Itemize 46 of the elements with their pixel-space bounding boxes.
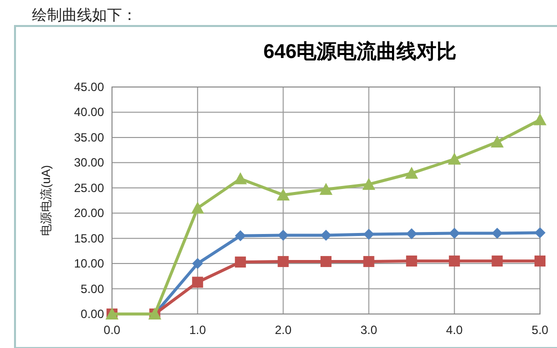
point: [191, 202, 204, 214]
point: [192, 276, 204, 288]
point: [406, 256, 418, 267]
point: [363, 228, 374, 240]
x-tick-label: 5.0: [532, 323, 549, 337]
point: [278, 230, 289, 241]
point: [492, 256, 503, 267]
y-tick-label: 30.00: [74, 156, 104, 170]
point: [492, 228, 503, 239]
point: [363, 256, 374, 268]
point: [448, 256, 460, 267]
point: [234, 230, 246, 242]
x-tick-label: 1.0: [189, 323, 206, 337]
point: [192, 258, 204, 270]
point: [320, 256, 332, 268]
point: [234, 256, 246, 268]
x-tick-label: 4.0: [446, 323, 464, 337]
y-tick-label: 35.00: [74, 130, 104, 144]
y-tick-label: 0.00: [80, 307, 104, 321]
point: [320, 230, 332, 241]
point: [534, 113, 546, 126]
y-tick-label: 5.00: [80, 282, 104, 296]
point: [278, 256, 289, 268]
chart-title: 646电源电流曲线对比: [263, 40, 457, 63]
x-tick-label: 0.0: [104, 323, 121, 337]
y-tick-label: 15.00: [74, 231, 104, 246]
point: [406, 228, 418, 240]
point: [320, 182, 332, 195]
x-tick-label: 3.0: [360, 323, 378, 337]
point: [362, 178, 376, 190]
point: [534, 227, 546, 238]
y-tick-label: 20.00: [74, 206, 104, 220]
point: [234, 172, 247, 184]
point: [534, 256, 546, 267]
point: [405, 166, 418, 179]
point: [490, 135, 504, 148]
y-tick-label: 45.00: [74, 80, 104, 94]
point: [448, 152, 461, 165]
y-axis-title: 电源电流(uA): [39, 165, 53, 236]
annotation: 绘制曲线如下：: [32, 7, 137, 24]
y-tick-label: 10.00: [74, 256, 104, 271]
y-tick-label: 25.00: [74, 180, 104, 195]
y-tick-label: 40.00: [74, 105, 104, 120]
point: [448, 228, 460, 239]
x-tick-label: 2.0: [274, 323, 292, 337]
point: [276, 188, 290, 200]
